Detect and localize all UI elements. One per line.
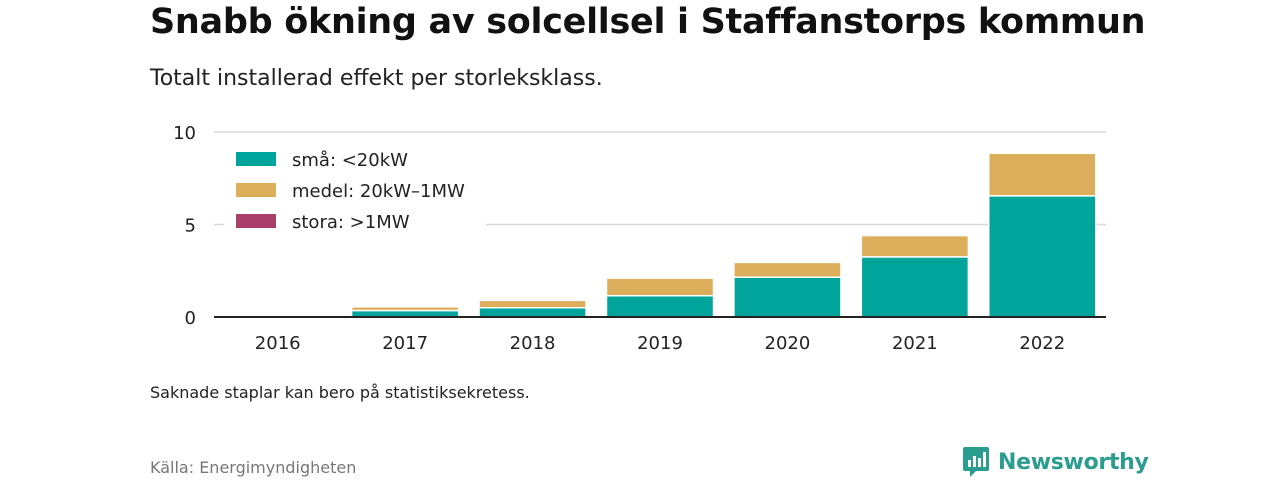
- legend-label: medel: 20kW–1MW: [292, 181, 465, 202]
- x-tick-label: 2017: [382, 333, 428, 354]
- bar-segment: [733, 261, 842, 278]
- y-tick-label: 0: [185, 308, 196, 329]
- legend-label: stora: >1MW: [292, 212, 410, 233]
- bar-segment: [860, 256, 970, 318]
- legend-swatch: [236, 214, 276, 228]
- x-tick-label: 2018: [510, 333, 556, 354]
- legend-label: små: <20kW: [292, 150, 408, 171]
- brand-logo: Newsworthy: [962, 446, 1149, 478]
- x-tick-label: 2022: [1019, 333, 1065, 354]
- bar-segment: [988, 195, 1097, 318]
- legend-swatch: [236, 183, 276, 197]
- bar-segment: [605, 294, 715, 318]
- stacked-bar-chart: 0 5 10 2016 2017 2018 2019 2020 2021 2022 små: <20…: [173, 123, 1106, 354]
- x-tick-label: 2019: [637, 333, 683, 354]
- bar-segment: [478, 299, 587, 309]
- y-tick-label: 10: [173, 123, 196, 144]
- bar-segment: [350, 306, 460, 312]
- bar-segment: [860, 234, 970, 258]
- newsworthy-logo-icon: [963, 447, 989, 477]
- source-credit: Källa: Energimyndigheten: [150, 458, 357, 477]
- bar-segment: [478, 307, 587, 318]
- footnote: Saknade staplar kan bero på statistiksek…: [150, 383, 530, 402]
- x-tick-label: 2021: [892, 333, 938, 354]
- chart-subtitle: Totalt installerad effekt per storlekskl…: [150, 66, 603, 91]
- chart-title: Snabb ökning av solcellsel i Staffanstor…: [150, 2, 1146, 42]
- x-tick-label: 2016: [255, 333, 301, 354]
- brand-name: Newsworthy: [998, 449, 1149, 475]
- x-tick-label: 2020: [765, 333, 811, 354]
- legend-swatch: [236, 152, 276, 166]
- bar-segment: [605, 277, 715, 297]
- y-tick-label: 5: [185, 216, 196, 237]
- bar-segment: [733, 276, 842, 318]
- bar-segment: [988, 152, 1097, 197]
